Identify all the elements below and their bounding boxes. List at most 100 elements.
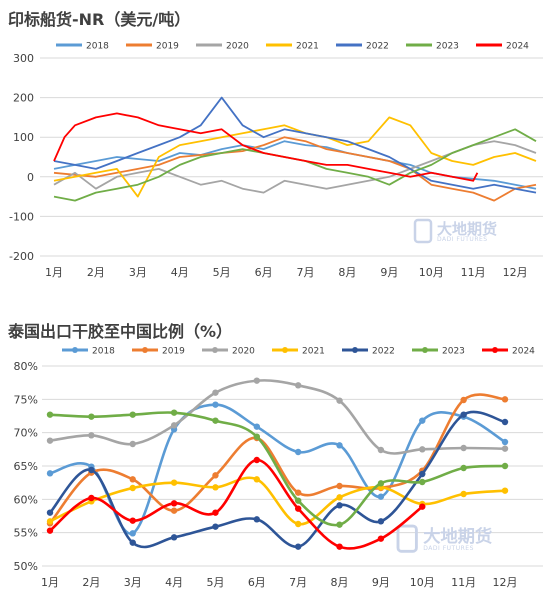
data-point-2024 <box>377 535 385 542</box>
data-point-2023 <box>501 462 509 470</box>
x-tick-label: 3月 <box>124 576 142 589</box>
chart2-title: 泰国出口干胶至中国比例（%） <box>8 322 233 341</box>
legend-label-2019: 2019 <box>156 42 179 52</box>
y-tick-label: 55% <box>14 527 38 540</box>
data-point-2022 <box>88 466 95 474</box>
data-point-2020 <box>336 397 343 404</box>
data-point-2024 <box>294 505 302 512</box>
data-point-2023 <box>419 478 426 486</box>
legend-label-2024: 2024 <box>512 347 535 357</box>
x-tick-label: 2月 <box>82 576 100 589</box>
x-tick-label: 1月 <box>45 266 63 279</box>
data-point-2022 <box>377 518 385 525</box>
data-point-2023 <box>294 497 302 504</box>
data-point-2024 <box>129 517 136 524</box>
data-point-2024 <box>212 509 219 516</box>
watermark-sub-text: DADI FUTURES <box>437 236 488 243</box>
data-point-2023 <box>336 521 343 528</box>
x-tick-label: 8月 <box>331 576 349 589</box>
data-point-2019 <box>170 507 178 514</box>
y-tick-label: 65% <box>14 460 38 473</box>
data-point-2020 <box>170 422 178 429</box>
data-point-2022 <box>212 523 219 530</box>
data-point-2024 <box>170 500 178 507</box>
data-point-2023 <box>460 464 467 472</box>
legend-marker-2019 <box>142 347 148 353</box>
data-point-2023 <box>129 411 136 418</box>
x-tick-label: 4月 <box>165 576 183 589</box>
x-tick-label: 12月 <box>493 576 518 589</box>
series-line-2019 <box>53 136 537 202</box>
data-point-2022 <box>129 539 136 546</box>
data-point-2020 <box>212 389 219 396</box>
data-point-2021 <box>294 520 302 528</box>
legend-label-2022: 2022 <box>366 42 389 52</box>
y-tick-label: 50% <box>14 560 38 573</box>
data-point-2024 <box>88 494 95 502</box>
data-point-2022 <box>253 516 261 523</box>
data-point-2022 <box>460 411 467 418</box>
series-line-2022 <box>49 410 506 549</box>
data-point-2023 <box>46 411 54 418</box>
legend-marker-2024 <box>492 347 498 353</box>
legend-label-2023: 2023 <box>436 42 459 52</box>
y-tick-label: 200 <box>13 92 34 105</box>
y-tick-label: -200 <box>9 250 34 263</box>
watermark-logo-text: 大地期货 <box>423 526 492 547</box>
legend-marker-2018 <box>72 347 78 353</box>
data-point-2019 <box>212 472 219 479</box>
data-point-2018 <box>46 470 54 477</box>
data-point-2022 <box>170 534 178 541</box>
x-tick-label: 4月 <box>171 266 189 279</box>
data-point-2018 <box>377 493 385 500</box>
data-point-2020 <box>501 445 509 452</box>
data-point-2019 <box>129 476 136 483</box>
data-point-2018 <box>129 530 136 537</box>
x-tick-label: 11月 <box>461 266 486 279</box>
watermark-logo-icon <box>413 218 433 244</box>
y-tick-label: 0 <box>27 171 34 184</box>
y-tick-label: 300 <box>13 52 34 65</box>
legend-label-2021: 2021 <box>296 42 319 52</box>
data-point-2021 <box>460 490 467 498</box>
series-line-2024 <box>49 458 424 550</box>
data-point-2022 <box>419 470 426 478</box>
data-point-2020 <box>419 446 426 453</box>
data-point-2021 <box>253 476 261 483</box>
data-point-2021 <box>129 484 136 492</box>
data-point-2021 <box>501 487 509 494</box>
x-tick-label: 10月 <box>410 576 435 589</box>
chart2-y-ticks: 50% 55% 60% 65% 70% 75% 80% <box>14 360 38 573</box>
chart2-legend: 2018 2019 2020 2021 2022 2023 2024 <box>62 347 535 357</box>
legend-label-2022: 2022 <box>372 347 395 357</box>
data-point-2019 <box>336 482 343 490</box>
x-tick-label: 9月 <box>380 266 398 279</box>
data-point-2022 <box>46 509 54 516</box>
x-tick-label: 7月 <box>289 576 307 589</box>
data-point-2023 <box>170 409 178 416</box>
data-point-2022 <box>294 543 302 550</box>
data-point-2020 <box>377 446 385 454</box>
data-point-2021 <box>336 494 343 501</box>
data-point-2024 <box>419 503 426 510</box>
legend-label-2024: 2024 <box>506 42 529 52</box>
legend-label-2020: 2020 <box>232 347 255 357</box>
legend-label-2021: 2021 <box>302 347 325 357</box>
data-point-2021 <box>170 479 178 486</box>
data-point-2024 <box>46 527 54 534</box>
data-point-2024 <box>253 456 261 464</box>
legend-marker-2020 <box>212 347 218 353</box>
y-tick-label: 70% <box>14 427 38 440</box>
data-point-2019 <box>501 396 509 403</box>
series-line-2021 <box>53 116 537 198</box>
data-point-2018 <box>253 423 261 430</box>
y-tick-label: 80% <box>14 360 38 373</box>
x-tick-label: 12月 <box>503 266 528 279</box>
data-point-2020 <box>46 437 54 444</box>
x-tick-label: 5月 <box>213 266 231 279</box>
x-tick-label: 10月 <box>419 266 444 279</box>
data-point-2018 <box>336 442 343 449</box>
data-point-2018 <box>419 417 426 424</box>
